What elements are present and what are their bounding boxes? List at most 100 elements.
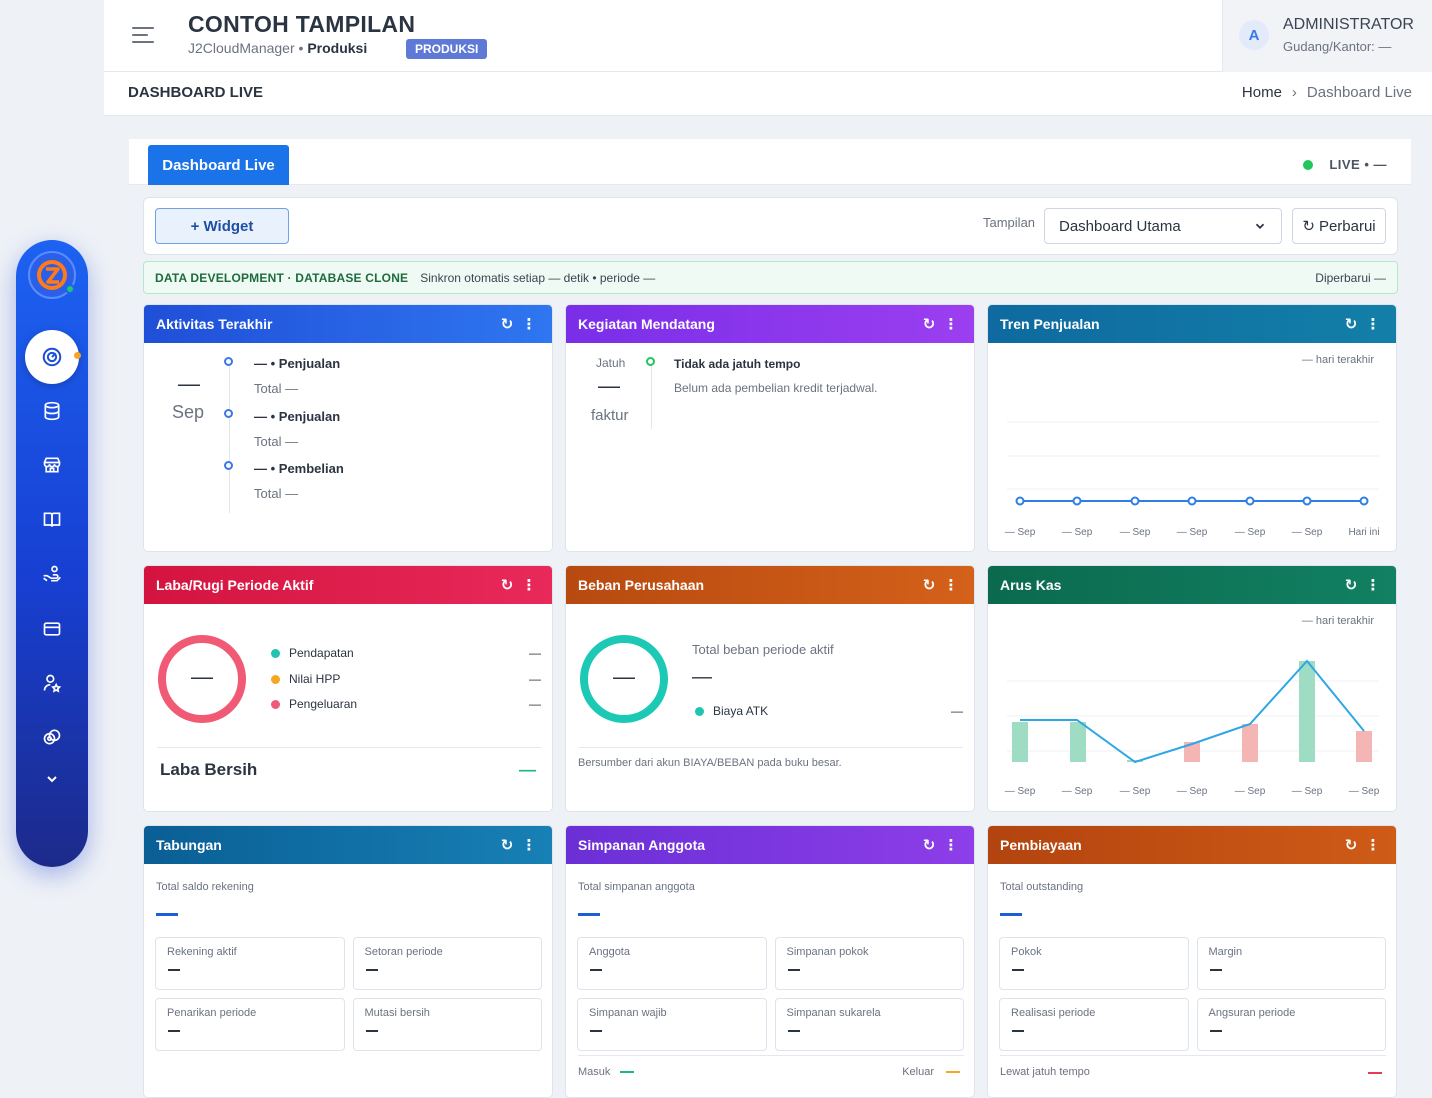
card-body: Jatuh — faktur Tidak ada jatuh tempo Bel…: [566, 343, 974, 551]
outflow-bar: [1242, 724, 1258, 762]
expense-donut: [580, 635, 668, 723]
expense-footnote: Bersumber dari akun BIAYA/BEBAN pada buk…: [578, 757, 842, 769]
more-icon[interactable]: ⋮: [1365, 837, 1381, 854]
refresh-icon[interactable]: ↻: [1344, 577, 1358, 594]
sidebar-item-coins[interactable]: [40, 725, 64, 749]
more-icon[interactable]: ⋮: [1365, 316, 1381, 333]
refresh-icon[interactable]: ↻: [1344, 316, 1358, 333]
card-pembiayaan: Pembiayaan ↻ ⋮ Total outstanding Pokok M…: [987, 825, 1397, 1098]
timeline-dot: [224, 357, 233, 366]
user-menu[interactable]: A ADMINISTRATOR Gudang/Kantor: —: [1222, 0, 1432, 72]
app-logo[interactable]: [28, 251, 76, 299]
timeline-item-title[interactable]: — • Penjualan: [254, 356, 341, 371]
timeline-item-sub: Total —: [254, 434, 299, 449]
x-tick-label: — Sep: [1005, 527, 1036, 538]
divider: [578, 1055, 964, 1056]
due-unit: faktur: [591, 407, 629, 424]
card-header: Laba/Rugi Periode Aktif ↻ ⋮: [144, 566, 552, 604]
sidebar-item-user-star[interactable]: [40, 671, 64, 695]
database-icon: [44, 401, 60, 421]
sidebar-item-book[interactable]: [40, 508, 64, 532]
activity-day: —: [178, 371, 200, 396]
tab-dashboard-live[interactable]: Dashboard Live: [148, 145, 289, 185]
timeline-dot: [224, 461, 233, 470]
card-title: Tren Penjualan: [1000, 316, 1100, 332]
stat-penarikan: Penarikan periode: [155, 998, 345, 1051]
dev-banner-updated: Diperbarui —: [1315, 270, 1386, 285]
sidebar-item-store[interactable]: [40, 453, 64, 477]
topbar: CONTOH TAMPILAN J2CloudManager • Produks…: [104, 0, 1432, 72]
more-icon[interactable]: ⋮: [521, 837, 537, 854]
trend-point: [1245, 496, 1255, 506]
card-header: Simpanan Anggota ↻ ⋮: [566, 826, 974, 864]
chart-range: — hari terakhir: [1301, 354, 1374, 366]
x-tick-label: — Sep: [1235, 786, 1266, 797]
wallet-icon: [43, 622, 61, 636]
refresh-icon[interactable]: ↻: [500, 837, 514, 854]
x-tick-label: — Sep: [1120, 527, 1151, 538]
keluar-indicator: Keluar: [902, 1066, 960, 1078]
trend-point: [1302, 496, 1312, 506]
card-title: Beban Perusahaan: [578, 577, 705, 593]
trend-point: [1130, 496, 1140, 506]
view-select[interactable]: Dashboard Utama: [1044, 208, 1282, 244]
card-title: Aktivitas Terakhir: [156, 316, 273, 332]
total-value-placeholder: [1000, 913, 1022, 916]
view-label: Tampilan: [983, 215, 1036, 230]
more-icon[interactable]: ⋮: [1365, 577, 1381, 594]
sidebar-item-dashboard[interactable]: [25, 330, 81, 384]
refresh-icon[interactable]: ↻: [500, 316, 514, 333]
sidebar-item-database[interactable]: [40, 399, 64, 423]
live-dot: [1303, 159, 1314, 170]
more-icon[interactable]: ⋮: [943, 837, 959, 854]
more-icon[interactable]: ⋮: [943, 577, 959, 594]
breadcrumb-home[interactable]: Home: [1241, 84, 1282, 101]
dev-banner: DATA DEVELOPMENT · DATABASE CLONE Sinkro…: [143, 261, 1398, 294]
refresh-button[interactable]: ↻ Perbarui: [1292, 208, 1386, 244]
refresh-icon[interactable]: ↻: [922, 577, 936, 594]
env-badge: PRODUKSI: [406, 39, 488, 59]
stat-anggota: Anggota: [577, 937, 767, 990]
card-header: Tabungan ↻ ⋮: [144, 826, 552, 864]
x-tick-label: — Sep: [1292, 786, 1323, 797]
refresh-icon[interactable]: ↻: [922, 316, 936, 333]
timeline-line: [651, 359, 652, 429]
refresh-icon[interactable]: ↻: [1344, 837, 1358, 854]
logo-icon: [37, 260, 67, 290]
app-subtitle: J2CloudManager • Produksi: [188, 40, 368, 56]
expense-total-value: —: [692, 666, 712, 688]
more-icon[interactable]: ⋮: [943, 316, 959, 333]
card-header: Aktivitas Terakhir ↻ ⋮: [144, 305, 552, 343]
outflow-bar: [1184, 742, 1200, 762]
refresh-icon[interactable]: ↻: [500, 577, 514, 594]
total-value-placeholder: [578, 913, 600, 916]
add-widget-button[interactable]: + Widget: [155, 208, 289, 244]
refresh-icon[interactable]: ↻: [922, 837, 936, 854]
card-body: — hari terakhir — Sep — Sep — Sep — Sep — Se…: [988, 343, 1396, 551]
timeline-line: [229, 359, 230, 513]
page-header: DASHBOARD LIVE Home › Dashboard Live: [104, 72, 1432, 116]
more-icon[interactable]: ⋮: [521, 577, 537, 594]
stat-setoran: Setoran periode: [352, 937, 542, 990]
card-title: Simpanan Anggota: [578, 837, 706, 853]
card-title: Laba/Rugi Periode Aktif: [156, 577, 314, 593]
sidebar-item-wallet[interactable]: [40, 617, 64, 641]
dashboard-icon: [42, 347, 62, 367]
sales-trend-chart: — Sep — Sep — Sep — Sep — Sep — Sep Hari ini: [1005, 421, 1380, 538]
more-icon[interactable]: ⋮: [521, 316, 537, 333]
stat-margin: Margin: [1196, 937, 1386, 990]
overdue-indicator: [1368, 1072, 1382, 1074]
avatar: A: [1239, 20, 1269, 50]
tab-bar: Dashboard Live LIVE • —: [129, 139, 1411, 185]
menu-toggle-icon[interactable]: [132, 27, 154, 45]
timeline-item-title[interactable]: — • Penjualan: [254, 409, 341, 424]
x-tick-label: — Sep: [1062, 527, 1093, 538]
sidebar-item-hand-coins[interactable]: [40, 562, 64, 586]
x-tick-label: — Sep: [1005, 786, 1036, 797]
timeline-item-title[interactable]: — • Pembelian: [254, 461, 344, 476]
sidebar-expand[interactable]: [40, 767, 64, 791]
timeline-item-sub: Total —: [254, 381, 299, 396]
x-tick-label: — Sep: [1235, 527, 1266, 538]
donut-value: —: [191, 664, 213, 689]
empty-sub: Belum ada pembelian kredit terjadwal.: [674, 381, 878, 395]
